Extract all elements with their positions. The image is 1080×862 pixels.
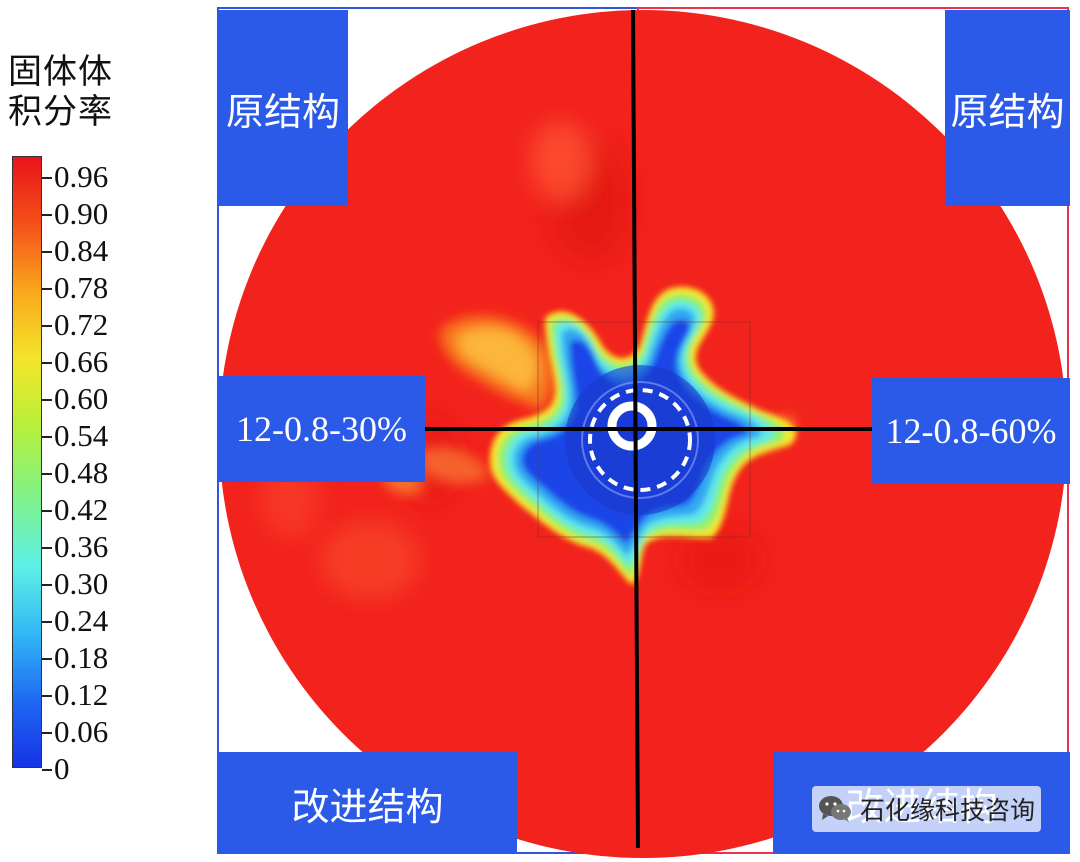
- colorbar-tick-label: 0.42: [54, 492, 109, 527]
- label-mid-right: 12-0.8-60%: [872, 378, 1070, 484]
- colorbar-tick-mark: [42, 214, 52, 216]
- legend-title: 固体体 积分率: [8, 52, 138, 132]
- colorbar-tick-label: 0.60: [54, 381, 109, 416]
- colorbar-tick-mark: [42, 436, 52, 438]
- label-bottom-left-text: 改进结构: [291, 784, 444, 829]
- colorbar-tick-mark: [42, 584, 52, 586]
- label-top-right: 原结构: [945, 10, 1070, 206]
- colorbar-tick-mark: [42, 621, 52, 623]
- colorbar-tick-mark: [42, 288, 52, 290]
- colorbar-tick-mark: [42, 695, 52, 697]
- label-mid-left: 12-0.8-30%: [218, 376, 425, 482]
- colorbar-tick-label: 0.30: [54, 566, 109, 601]
- colorbar-tick-label: 0.12: [54, 677, 109, 712]
- colorbar-tick-mark: [42, 362, 52, 364]
- watermark: 石化缘科技咨询: [812, 786, 1042, 832]
- colorbar-tick-mark: [42, 325, 52, 327]
- central-pipe: [565, 365, 715, 515]
- label-top-left-text: 原结构: [225, 89, 340, 134]
- colorbar-tick-label: 0.24: [54, 603, 109, 638]
- label-top-right-text: 原结构: [950, 89, 1065, 134]
- colorbar-tick-mark: [42, 177, 52, 179]
- colorbar-tick-label: 0.18: [54, 640, 109, 675]
- colorbar-tick-mark: [42, 658, 52, 660]
- legend-title-line1: 固体体: [8, 52, 113, 92]
- colorbar-tick-label: 0.66: [54, 344, 109, 379]
- wechat-icon: [818, 795, 852, 823]
- colorbar-tick-label: 0.78: [54, 270, 109, 305]
- colorbar-tick-mark: [42, 547, 52, 549]
- label-mid-left-text: 12-0.8-30%: [236, 409, 407, 449]
- colorbar-tick-label: 0.48: [54, 455, 109, 490]
- legend-title-line2: 积分率: [8, 92, 113, 132]
- label-top-left: 原结构: [218, 10, 348, 206]
- colorbar-tick-label: 0.90: [54, 196, 109, 231]
- colorbar-tick-label: 0: [54, 751, 70, 786]
- colorbar-tick-label: 0.36: [54, 529, 109, 564]
- watermark-text: 石化缘科技咨询: [860, 796, 1036, 825]
- colorbar-tick-mark: [42, 769, 52, 771]
- colorbar-tick-label: 0.84: [54, 233, 109, 268]
- colorbar-tick-mark: [42, 732, 52, 734]
- colorbar-tick-mark: [42, 510, 52, 512]
- colorbar-tick-mark: [42, 399, 52, 401]
- colorbar-tick-label: 0.06: [54, 714, 109, 749]
- colorbar-tick-label: 0.72: [54, 307, 109, 342]
- label-bottom-left: 改进结构: [218, 752, 517, 854]
- colorbar-tick-label: 0.54: [54, 418, 109, 453]
- colorbar: [12, 156, 42, 768]
- colorbar-tick-label: 0.96: [54, 159, 109, 194]
- colorbar-tick-mark: [42, 473, 52, 475]
- colorbar-tick-mark: [42, 251, 52, 253]
- label-mid-right-text: 12-0.8-60%: [885, 411, 1057, 451]
